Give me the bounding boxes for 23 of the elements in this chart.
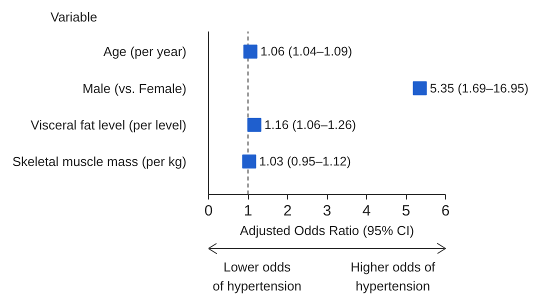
- x-tick-label: 3: [322, 202, 332, 220]
- data-label: 1.03 (0.95–1.12): [259, 154, 351, 169]
- text: Lower odds of hypertension: [212, 260, 302, 294]
- point: [412, 81, 427, 96]
- y-tick-label: Skeletal muscle mass (per kg): [12, 154, 187, 170]
- x-tick-label: 5: [402, 202, 410, 220]
- x-tick-label: 6: [441, 202, 450, 220]
- y-tick-label: Age (per year): [103, 44, 187, 60]
- data-label: 1.06 (1.04–1.09): [260, 44, 352, 59]
- data-label: 1.16 (1.06–1.26): [264, 118, 356, 132]
- y-tick-label: Visceral fat level (per level): [30, 117, 187, 132]
- x-tick-label: 4: [362, 202, 371, 220]
- text: Variable: [50, 10, 98, 24]
- text: Higher odds of hypertension: [350, 260, 436, 294]
- x-tick-label: 2: [283, 202, 292, 220]
- point: [242, 154, 256, 169]
- x-tick-label: 1: [244, 202, 252, 220]
- x-tick-label: 0: [204, 202, 213, 220]
- point: [247, 118, 262, 132]
- x-axis-title: Adjusted Odds Ratio (95% CI): [240, 223, 414, 238]
- data-label: 5.35 (1.69–16.95): [430, 81, 529, 96]
- point: [243, 44, 258, 59]
- y-tick-label: Male (vs. Female): [82, 80, 187, 96]
